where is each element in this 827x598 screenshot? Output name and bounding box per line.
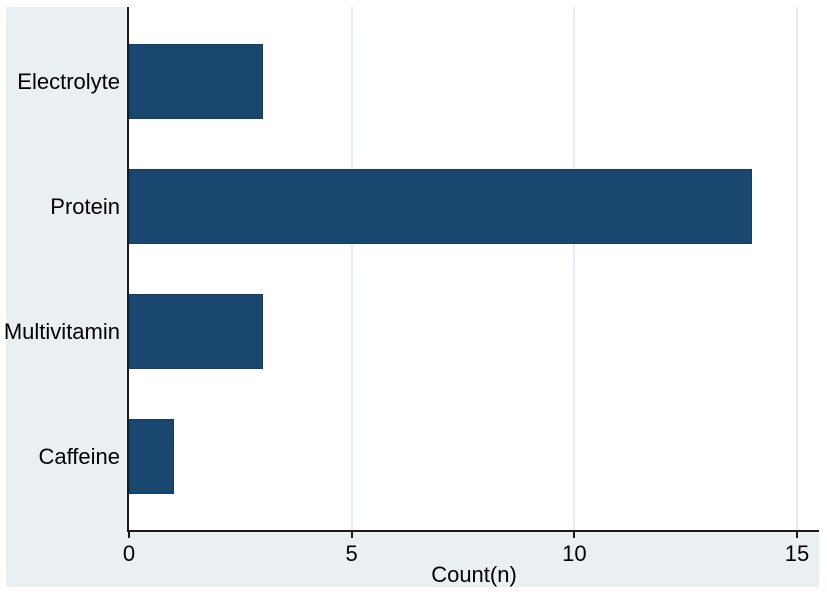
tick-mark-x-5 xyxy=(350,532,353,538)
y-axis-line xyxy=(127,7,129,532)
gridline-x-15 xyxy=(796,7,798,531)
x-axis-title: Count(n) xyxy=(431,562,517,587)
tick-mark-x-10 xyxy=(573,532,576,538)
category-label-caffeine: Caffeine xyxy=(38,443,120,469)
x-axis-line xyxy=(127,530,819,532)
category-label-electrolyte: Electrolyte xyxy=(17,68,120,94)
bar-multivitamin xyxy=(129,294,263,369)
tick-mark-x-15 xyxy=(796,532,798,538)
plot-area xyxy=(129,7,819,531)
tick-label-x-10: 10 xyxy=(562,541,587,566)
bar-protein xyxy=(129,169,753,244)
gridline-x-10 xyxy=(573,7,576,531)
category-label-multivitamin: Multivitamin xyxy=(3,318,120,344)
category-label-protein: Protein xyxy=(50,193,120,219)
bar-electrolyte xyxy=(129,44,263,119)
tick-label-x-0: 0 xyxy=(122,541,136,566)
bar-caffeine xyxy=(129,419,174,494)
tick-label-x-15: 15 xyxy=(784,541,810,566)
tick-mark-x-0 xyxy=(128,532,130,538)
tick-label-x-5: 5 xyxy=(345,541,358,566)
gridline-x-5 xyxy=(350,7,353,531)
